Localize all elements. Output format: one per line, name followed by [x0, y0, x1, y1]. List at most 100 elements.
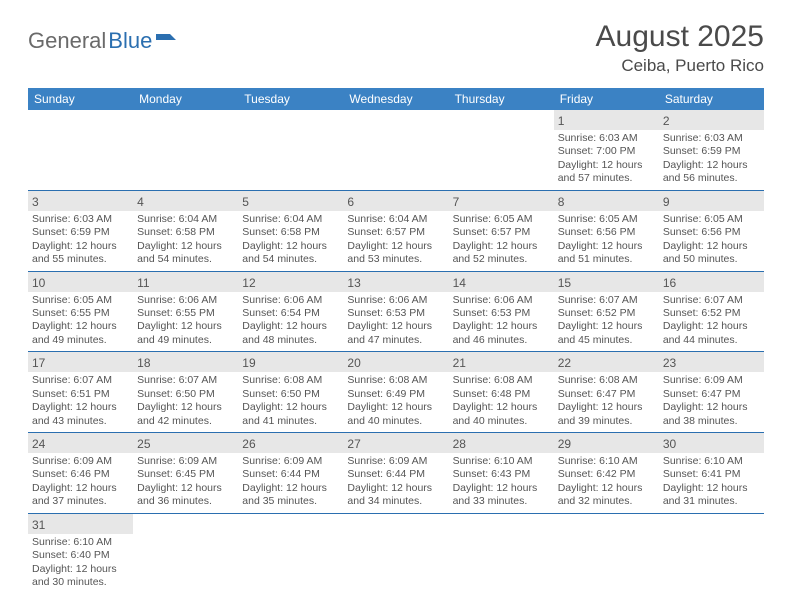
day-number: 1 [558, 114, 565, 128]
day-number-cell: 15 [554, 271, 659, 292]
sunset-text: Sunset: 6:59 PM [663, 145, 760, 158]
day-number-cell [449, 110, 554, 130]
daylight-text: and 54 minutes. [137, 253, 234, 266]
day-number-cell: 21 [449, 352, 554, 373]
daylight-text: and 31 minutes. [663, 495, 760, 508]
sunset-text: Sunset: 6:58 PM [137, 226, 234, 239]
daylight-text: Daylight: 12 hours [32, 240, 129, 253]
sunset-text: Sunset: 6:47 PM [663, 388, 760, 401]
sunset-text: Sunset: 6:53 PM [347, 307, 444, 320]
day-number-cell: 5 [238, 190, 343, 211]
sunrise-text: Sunrise: 6:09 AM [347, 455, 444, 468]
week-detail-row: Sunrise: 6:05 AMSunset: 6:55 PMDaylight:… [28, 292, 764, 352]
day-number: 10 [32, 276, 45, 290]
sunset-text: Sunset: 6:59 PM [32, 226, 129, 239]
day-number-cell: 13 [343, 271, 448, 292]
sunrise-text: Sunrise: 6:10 AM [663, 455, 760, 468]
sunset-text: Sunset: 6:41 PM [663, 468, 760, 481]
sunrise-text: Sunrise: 6:03 AM [558, 132, 655, 145]
day-number: 30 [663, 437, 676, 451]
daylight-text: Daylight: 12 hours [663, 482, 760, 495]
day-number: 15 [558, 276, 571, 290]
sunset-text: Sunset: 6:51 PM [32, 388, 129, 401]
day-number: 24 [32, 437, 45, 451]
day-number: 26 [242, 437, 255, 451]
logo-flag-icon [156, 32, 176, 46]
daylight-text: Daylight: 12 hours [558, 159, 655, 172]
day-detail-cell [449, 534, 554, 594]
day-number-cell: 24 [28, 433, 133, 454]
week-daynum-row: 17181920212223 [28, 352, 764, 373]
day-number-cell: 19 [238, 352, 343, 373]
day-number-cell: 8 [554, 190, 659, 211]
day-number: 5 [242, 195, 249, 209]
daylight-text: Daylight: 12 hours [242, 482, 339, 495]
sunrise-text: Sunrise: 6:06 AM [347, 294, 444, 307]
daylight-text: and 45 minutes. [558, 334, 655, 347]
daylight-text: Daylight: 12 hours [453, 320, 550, 333]
day-number: 22 [558, 356, 571, 370]
week-detail-row: Sunrise: 6:09 AMSunset: 6:46 PMDaylight:… [28, 453, 764, 513]
day-number-cell: 22 [554, 352, 659, 373]
day-detail-cell: Sunrise: 6:03 AMSunset: 7:00 PMDaylight:… [554, 130, 659, 190]
day-number: 3 [32, 195, 39, 209]
day-number-cell [238, 110, 343, 130]
day-number-cell: 23 [659, 352, 764, 373]
day-number: 27 [347, 437, 360, 451]
daylight-text: and 41 minutes. [242, 415, 339, 428]
day-number-cell: 17 [28, 352, 133, 373]
sunset-text: Sunset: 6:49 PM [347, 388, 444, 401]
sunrise-text: Sunrise: 6:06 AM [242, 294, 339, 307]
daylight-text: and 47 minutes. [347, 334, 444, 347]
sunset-text: Sunset: 6:44 PM [347, 468, 444, 481]
sunrise-text: Sunrise: 6:03 AM [32, 213, 129, 226]
day-number-cell [343, 513, 448, 534]
day-number-cell: 2 [659, 110, 764, 130]
day-number-cell: 1 [554, 110, 659, 130]
daylight-text: Daylight: 12 hours [32, 563, 129, 576]
day-number: 31 [32, 518, 45, 532]
day-number: 23 [663, 356, 676, 370]
day-detail-cell: Sunrise: 6:05 AMSunset: 6:57 PMDaylight:… [449, 211, 554, 271]
daylight-text: Daylight: 12 hours [558, 482, 655, 495]
daylight-text: and 32 minutes. [558, 495, 655, 508]
sunset-text: Sunset: 6:52 PM [663, 307, 760, 320]
day-number-cell [133, 513, 238, 534]
daylight-text: and 33 minutes. [453, 495, 550, 508]
daylight-text: Daylight: 12 hours [558, 320, 655, 333]
daylight-text: and 56 minutes. [663, 172, 760, 185]
sunset-text: Sunset: 6:48 PM [453, 388, 550, 401]
sunset-text: Sunset: 6:44 PM [242, 468, 339, 481]
day-number-cell [238, 513, 343, 534]
sunrise-text: Sunrise: 6:07 AM [32, 374, 129, 387]
sunrise-text: Sunrise: 6:07 AM [137, 374, 234, 387]
daylight-text: Daylight: 12 hours [663, 159, 760, 172]
sunset-text: Sunset: 6:57 PM [453, 226, 550, 239]
day-number-cell: 25 [133, 433, 238, 454]
sunset-text: Sunset: 6:45 PM [137, 468, 234, 481]
daylight-text: and 57 minutes. [558, 172, 655, 185]
month-year: August 2025 [596, 20, 764, 54]
day-detail-cell: Sunrise: 6:05 AMSunset: 6:56 PMDaylight:… [659, 211, 764, 271]
day-number: 19 [242, 356, 255, 370]
day-detail-cell: Sunrise: 6:06 AMSunset: 6:53 PMDaylight:… [343, 292, 448, 352]
sunset-text: Sunset: 6:50 PM [242, 388, 339, 401]
sunrise-text: Sunrise: 6:09 AM [663, 374, 760, 387]
daylight-text: and 54 minutes. [242, 253, 339, 266]
sunrise-text: Sunrise: 6:07 AM [663, 294, 760, 307]
daylight-text: and 49 minutes. [137, 334, 234, 347]
day-detail-cell [238, 534, 343, 594]
day-detail-cell [449, 130, 554, 190]
day-detail-cell: Sunrise: 6:05 AMSunset: 6:56 PMDaylight:… [554, 211, 659, 271]
day-number: 6 [347, 195, 354, 209]
day-detail-cell: Sunrise: 6:10 AMSunset: 6:43 PMDaylight:… [449, 453, 554, 513]
day-detail-cell: Sunrise: 6:07 AMSunset: 6:52 PMDaylight:… [554, 292, 659, 352]
day-detail-cell: Sunrise: 6:05 AMSunset: 6:55 PMDaylight:… [28, 292, 133, 352]
day-number-cell [449, 513, 554, 534]
daylight-text: Daylight: 12 hours [242, 401, 339, 414]
day-number-cell: 3 [28, 190, 133, 211]
day-detail-cell: Sunrise: 6:09 AMSunset: 6:44 PMDaylight:… [238, 453, 343, 513]
daylight-text: Daylight: 12 hours [242, 320, 339, 333]
sunrise-text: Sunrise: 6:05 AM [453, 213, 550, 226]
calendar-body: 1 2 Sunrise: 6:03 AMSunset: 7:00 PMDaylig… [28, 110, 764, 594]
